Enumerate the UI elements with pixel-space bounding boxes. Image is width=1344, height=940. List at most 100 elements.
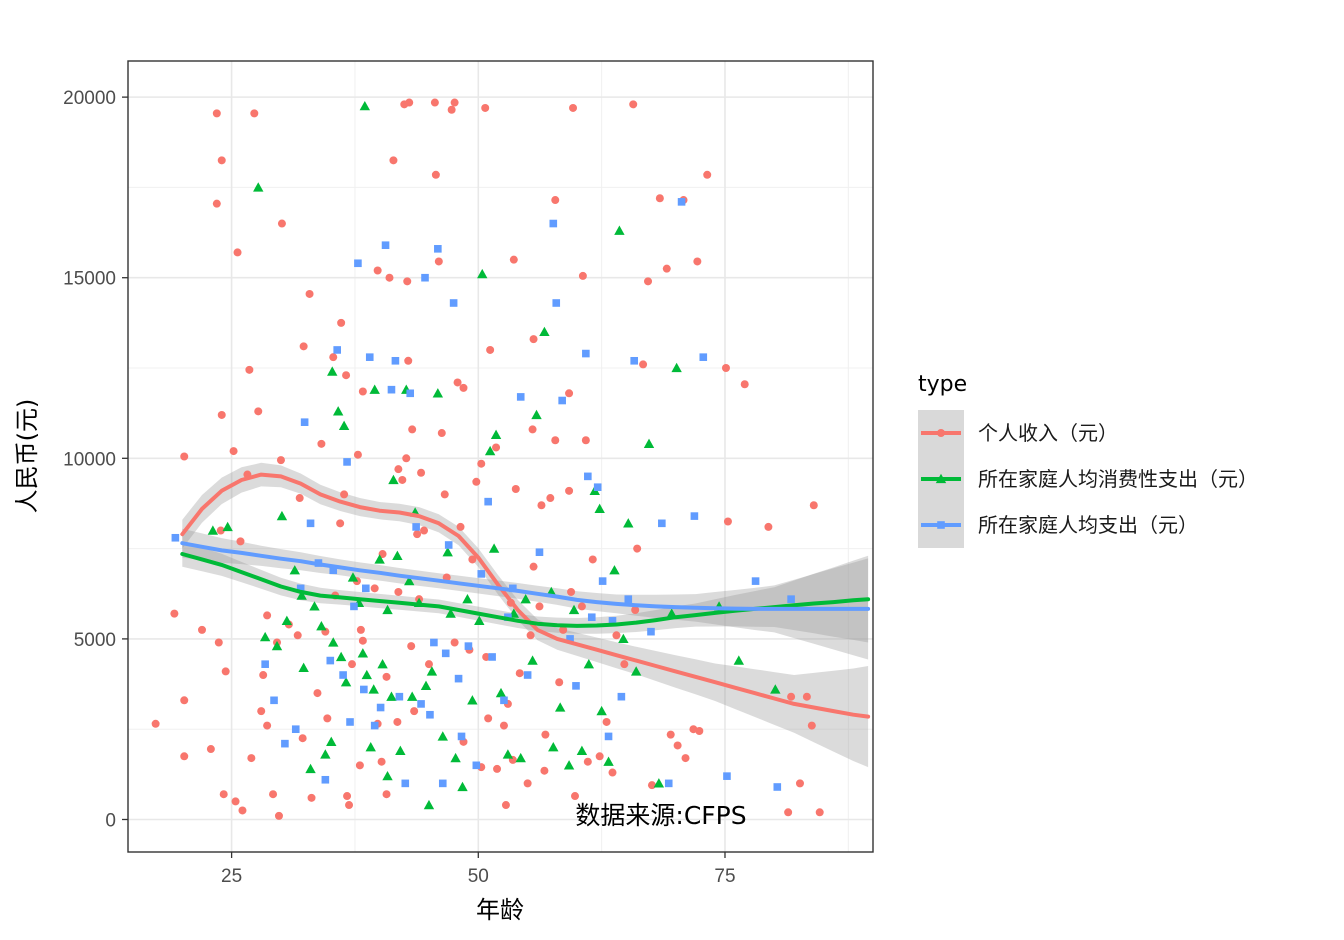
circle-point	[815, 808, 824, 817]
square-point	[365, 353, 374, 361]
square-point	[472, 761, 481, 770]
triangle-point	[474, 615, 485, 626]
triangle-point	[305, 763, 316, 774]
plot-border	[127, 60, 874, 853]
triangle-point	[347, 572, 359, 582]
circle-point	[424, 660, 433, 669]
circle-point	[217, 156, 226, 165]
circle-point	[509, 255, 518, 264]
square-point	[500, 696, 508, 705]
square-point	[339, 671, 347, 679]
circle-point	[565, 486, 574, 495]
triangle-point	[365, 742, 376, 752]
circle-point	[259, 671, 268, 680]
circle-point	[571, 792, 579, 801]
triangle-point	[392, 550, 403, 560]
square-point	[281, 739, 289, 748]
triangle-point	[253, 182, 264, 192]
triangle-point	[296, 590, 307, 600]
circle-point	[217, 410, 226, 419]
circle-point	[666, 730, 675, 739]
circle-point	[358, 387, 367, 396]
circle-point	[398, 475, 407, 484]
square-point	[584, 472, 592, 481]
square-point	[354, 259, 362, 268]
circle-point	[499, 721, 508, 730]
circle-point	[342, 371, 351, 380]
confidence-band	[182, 528, 869, 660]
triangle-point	[382, 604, 393, 615]
circle-point	[151, 719, 160, 728]
square-point	[604, 732, 613, 741]
circle-point	[639, 360, 648, 369]
circle-point	[453, 378, 462, 387]
circle-point	[323, 714, 332, 723]
triangle-point	[328, 637, 339, 647]
triangle-point	[316, 621, 327, 631]
triangle-point	[563, 760, 575, 770]
triangle-point	[338, 420, 350, 430]
triangle-point	[770, 684, 781, 694]
circle-point	[343, 792, 352, 801]
triangle-point	[643, 438, 655, 449]
smooth-line	[180, 541, 871, 611]
triangle-point	[420, 680, 432, 691]
x-tick-label: 75	[714, 866, 735, 887]
square-point	[549, 219, 558, 228]
triangle-point	[515, 752, 526, 763]
circle-point	[447, 105, 456, 114]
circle-point	[595, 752, 604, 761]
triangle-point	[614, 225, 625, 235]
square-point	[270, 696, 278, 705]
triangle-point	[609, 565, 620, 575]
square-point	[582, 349, 590, 358]
circle-point	[356, 625, 365, 634]
circle-point	[535, 602, 544, 611]
square-point	[454, 674, 463, 683]
circle-point	[450, 98, 459, 107]
circle-point	[180, 452, 189, 461]
circle-point	[382, 672, 391, 681]
circle-point	[408, 425, 417, 434]
triangle-point	[630, 666, 642, 676]
circle-point	[250, 109, 259, 118]
triangle-point	[671, 362, 682, 373]
triangle-point	[733, 655, 745, 665]
square-point	[608, 617, 617, 625]
circle-point	[216, 526, 225, 535]
triangle-point	[445, 608, 456, 618]
square-point	[321, 775, 330, 784]
circle-point	[263, 611, 272, 620]
triangle-point	[404, 575, 415, 586]
triangle-point	[520, 593, 531, 604]
square-point	[261, 660, 269, 668]
square-point	[773, 783, 782, 791]
circle-point	[355, 761, 364, 770]
square-point	[333, 346, 341, 354]
circle-point	[546, 494, 555, 503]
circle-point	[269, 790, 278, 799]
square-point	[434, 245, 442, 253]
circle-point	[347, 660, 356, 669]
circle-point	[373, 266, 382, 275]
y-axis-title: 人民币(元)	[13, 399, 41, 514]
circle-point	[723, 517, 732, 526]
triangle-point	[576, 745, 588, 756]
square-point	[484, 497, 492, 506]
circle-point	[394, 587, 403, 596]
circle-point	[482, 652, 491, 661]
circle-point	[511, 485, 520, 494]
circle-point	[212, 199, 221, 208]
circle-point	[254, 407, 263, 416]
triangle-point	[357, 648, 369, 658]
triangle-point	[335, 651, 347, 662]
triangle-point	[327, 366, 338, 376]
circle-point	[236, 537, 245, 546]
square-point	[587, 613, 596, 622]
circle-point	[577, 602, 586, 611]
circle-point	[523, 779, 532, 788]
square-point	[326, 656, 335, 665]
square-point	[406, 389, 415, 398]
circle-point	[437, 429, 446, 438]
